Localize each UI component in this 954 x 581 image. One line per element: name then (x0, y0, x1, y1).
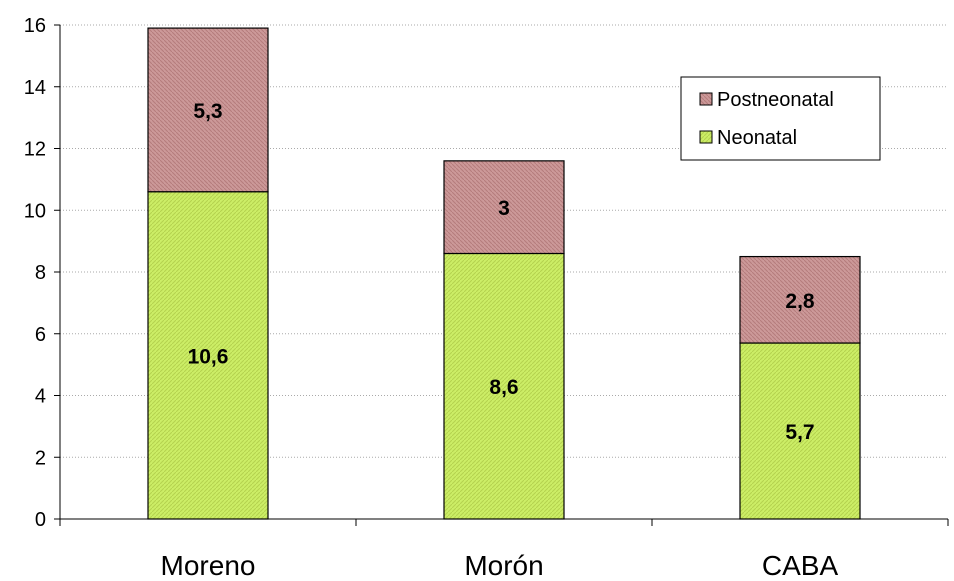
x-tick-label: Moreno (161, 550, 256, 581)
data-label: 8,6 (489, 376, 518, 399)
bars (147, 27, 861, 520)
data-label: 5,3 (193, 100, 222, 123)
legend-label: Postneonatal (717, 89, 834, 111)
legend-swatch-neonatal (699, 130, 713, 144)
legend-swatch-postneonatal (699, 92, 713, 106)
legend-label: Neonatal (717, 127, 797, 149)
data-label: 2,8 (785, 290, 815, 313)
data-label: 5,7 (785, 421, 814, 444)
y-tick-label: 6 (35, 324, 46, 346)
bar-segment-neonatal (443, 252, 565, 520)
bar-segment-postneonatal (739, 255, 861, 344)
y-tick-label: 8 (35, 262, 46, 284)
bar-segment-postneonatal (443, 160, 565, 255)
legend: Postneonatal Neonatal (680, 76, 881, 161)
data-label: 10,6 (188, 345, 229, 368)
y-tick-label: 2 (35, 447, 46, 469)
bar-segment-postneonatal (147, 27, 269, 193)
y-tick-label: 12 (24, 139, 46, 161)
y-tick-label: 16 (24, 15, 46, 37)
data-label: 3 (498, 197, 510, 220)
legend-box (680, 76, 881, 161)
data-labels: 10,6 5,3 8,6 3 5,7 2,8 (188, 100, 815, 444)
bar-segment-neonatal (739, 342, 861, 520)
x-tick-label: CABA (762, 550, 839, 581)
y-tick-label: 10 (24, 200, 46, 222)
x-tick-label: Morón (464, 550, 543, 581)
y-tick-label: 0 (35, 509, 46, 531)
bar-segment-neonatal (147, 191, 269, 520)
y-tick-label: 4 (35, 386, 46, 408)
y-tick-label: 14 (24, 77, 46, 99)
